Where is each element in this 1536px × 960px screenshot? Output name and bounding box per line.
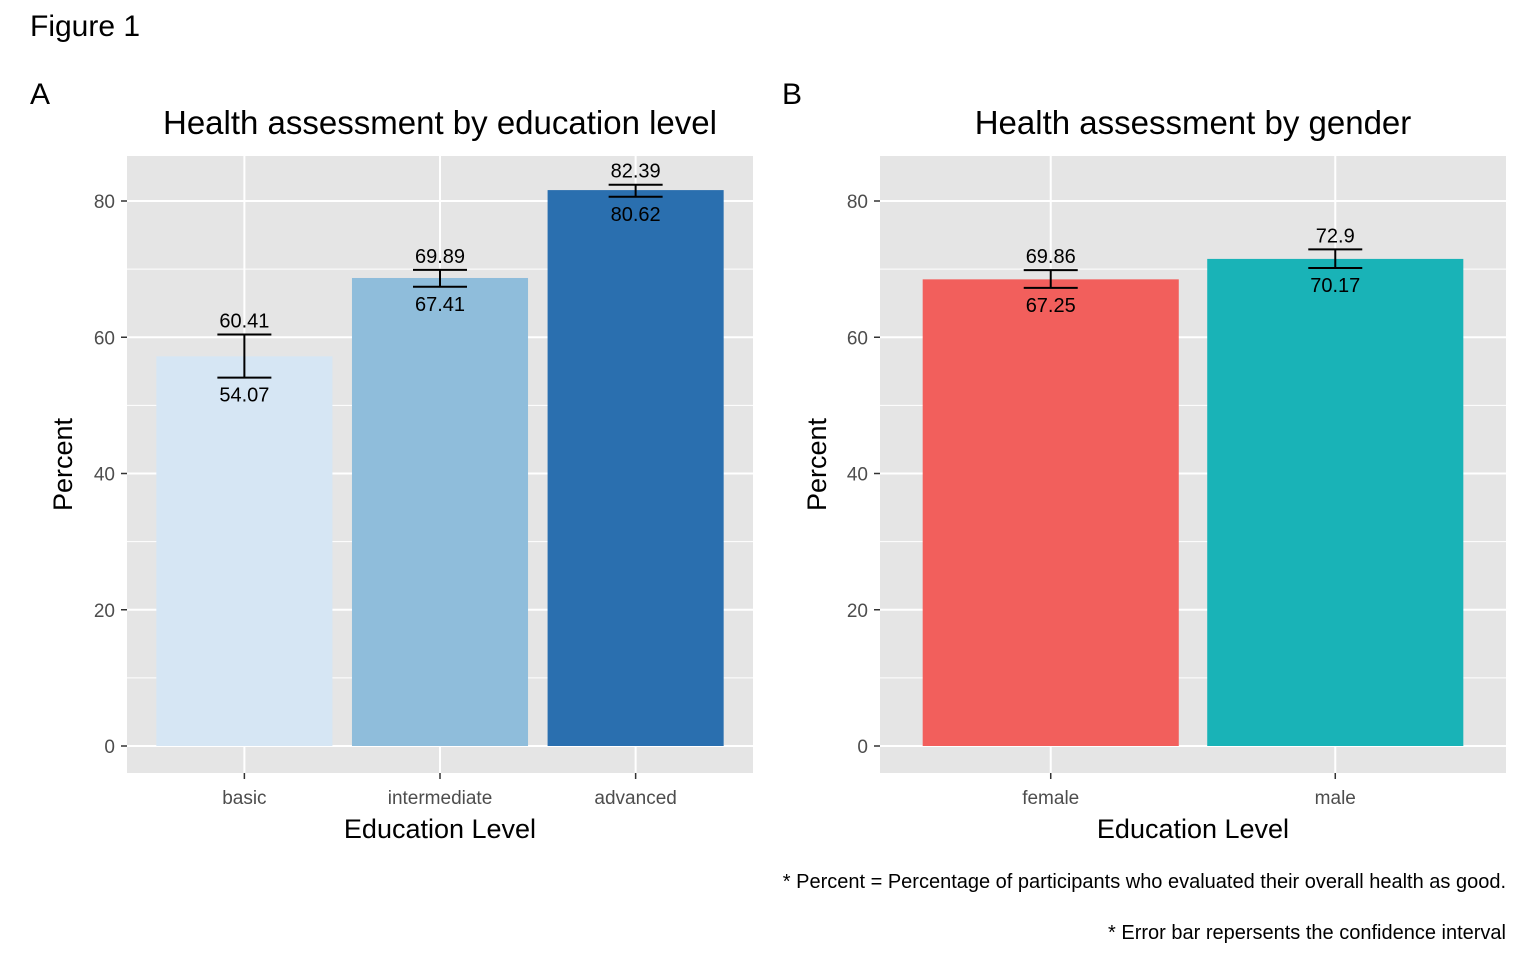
x-tick-label-female: female [1022,788,1079,809]
bar-intermediate [351,277,529,746]
bar-advanced [547,190,724,747]
y-axis-label: Percent [48,417,78,511]
ci-lower-label: 67.25 [1026,295,1076,317]
ci-lower-label: 80.62 [611,204,661,226]
y-tick-label: 40 [94,465,115,486]
ci-upper-label: 72.9 [1316,225,1355,247]
y-tick-label: 80 [847,192,868,213]
ci-upper-label: 60.41 [219,310,269,332]
figure-title: Figure 1 [30,10,141,43]
x-axis-label: Education Level [1097,814,1289,844]
x-tick-label-advanced: advanced [594,788,676,809]
ci-upper-label: 82.39 [611,161,661,183]
y-tick-label: 20 [847,601,868,622]
x-tick-label-male: male [1315,788,1356,809]
footnote-error-bar: * Error bar repersents the confidence in… [1108,922,1506,944]
chart-title: Health assessment by gender [975,104,1412,141]
ci-lower-label: 67.41 [415,294,465,316]
bar-female [922,279,1179,746]
panel-tag-a: A [30,78,51,111]
x-tick-label-basic: basic [222,788,266,809]
y-tick-label: 0 [104,737,115,758]
y-axis-label: Percent [802,417,832,511]
bar-basic [156,356,333,746]
y-tick-label: 0 [857,737,868,758]
ci-lower-label: 54.07 [219,385,269,407]
ci-lower-label: 70.17 [1310,275,1360,297]
y-tick-label: 80 [94,192,115,213]
y-tick-label: 60 [847,328,868,349]
y-tick-label: 60 [94,328,115,349]
panel-tag-b: B [782,78,803,111]
footnote-percent: * Percent = Percentage of participants w… [782,871,1506,893]
ci-upper-label: 69.89 [415,246,465,268]
chart-title: Health assessment by education level [163,104,717,141]
y-tick-label: 40 [847,465,868,486]
x-tick-label-intermediate: intermediate [388,788,493,809]
bar-male [1207,258,1464,746]
ci-upper-label: 69.86 [1026,246,1076,268]
y-tick-label: 20 [94,601,115,622]
x-axis-label: Education Level [344,814,536,844]
